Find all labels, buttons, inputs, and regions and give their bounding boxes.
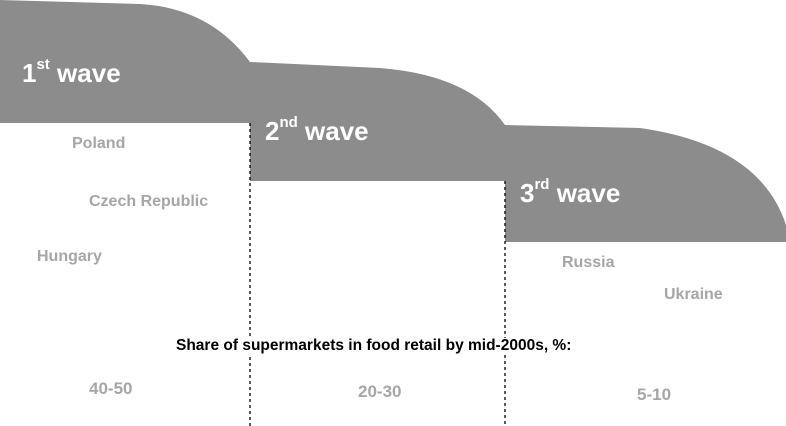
wave-3-number: 3: [520, 178, 535, 208]
wave-1-number: 1: [22, 58, 37, 88]
wave-2-number: 2: [265, 116, 280, 146]
wave-3-label: 3rd wave: [520, 177, 621, 208]
country-russia: Russia: [562, 254, 615, 271]
wave-3-suffix: rd: [534, 176, 550, 194]
wave-1-shape: [0, 0, 250, 123]
caption: Share of supermarkets in food retail by …: [175, 337, 573, 354]
wave-1-suffix: st: [36, 56, 50, 74]
share-wave-1: 40-50: [89, 379, 133, 398]
wave-3-word: wave: [556, 178, 621, 208]
wave-2-shape: [250, 62, 505, 181]
share-wave-2: 20-30: [358, 382, 402, 401]
country-hungary: Hungary: [37, 248, 102, 265]
wave-1-label: 1st wave: [22, 57, 121, 88]
wave-2-word: wave: [305, 116, 369, 146]
wave-2-suffix: nd: [279, 114, 298, 132]
share-wave-3: 5-10: [637, 385, 672, 404]
country-ukraine: Ukraine: [664, 286, 723, 303]
wave-2-label: 2nd wave: [265, 115, 369, 146]
wave-1-word: wave: [57, 58, 121, 88]
country-czech-republic: Czech Republic: [89, 193, 209, 210]
country-poland: Poland: [72, 135, 126, 152]
wave-3-shape: [505, 125, 786, 242]
